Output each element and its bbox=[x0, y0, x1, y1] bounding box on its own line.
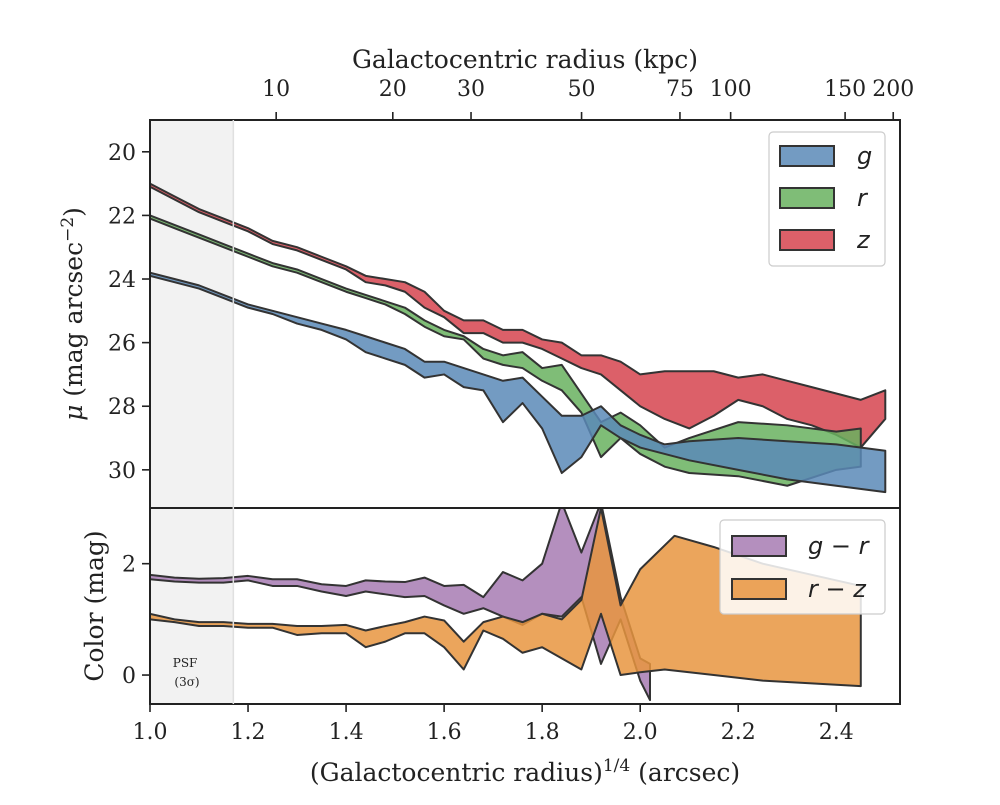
top-axis-tick-label: 75 bbox=[666, 77, 694, 102]
color-panel: 02 1.0 1.2 1.4 1.6 1.8 2.0 2.2 2.4 PSF (3σ) Col… bbox=[80, 507, 901, 787]
color-y-ticks: 02 bbox=[122, 553, 150, 689]
top-axis-tick-label: 20 bbox=[379, 77, 407, 102]
color-legend: g − r r − z bbox=[719, 519, 886, 615]
sb-legend-swatch-r bbox=[779, 187, 835, 209]
sb-top-ticks: 10 20 30 50 75 100 150 200 bbox=[262, 77, 914, 120]
sb-y-tick-label: 24 bbox=[108, 268, 136, 293]
x-tick-label: 1.0 bbox=[133, 720, 168, 745]
color-legend-swatch-rz bbox=[731, 578, 787, 600]
sb-y-axis-title-mu: μ bbox=[59, 405, 88, 421]
sb-y-tick-label: 26 bbox=[108, 332, 136, 357]
sb-legend-items: grz bbox=[779, 142, 872, 254]
sb-legend-label-z: z bbox=[856, 226, 871, 254]
sb-y-ticks: 20 22 24 26 28 30 bbox=[108, 141, 150, 484]
x-axis-title-exponent: 1/4 bbox=[603, 756, 630, 776]
sb-panel: 20 22 24 26 28 30 10 20 30 50 75 100 150 200 Galacto… bbox=[58, 45, 914, 509]
sb-y-tick-label: 30 bbox=[108, 459, 136, 484]
sb-y-axis-title-exponent: −2 bbox=[58, 217, 78, 242]
x-tick-label: 2.0 bbox=[623, 720, 658, 745]
color-x-ticks: 1.0 1.2 1.4 1.6 1.8 2.0 2.2 2.4 bbox=[133, 704, 854, 745]
top-axis-tick-label: 50 bbox=[568, 77, 596, 102]
color-y-tick-label: 2 bbox=[122, 553, 136, 578]
color-psf-region bbox=[150, 508, 234, 704]
sb-legend-label-r: r bbox=[857, 184, 869, 212]
x-tick-label: 1.6 bbox=[427, 720, 462, 745]
sb-y-tick-label: 20 bbox=[108, 141, 136, 166]
sb-y-axis-title-close: ) bbox=[59, 207, 88, 217]
top-axis-tick-label: 100 bbox=[710, 77, 752, 102]
sb-y-tick-label: 28 bbox=[108, 395, 136, 420]
color-plot-frame bbox=[149, 507, 901, 705]
x-axis-title-main: (Galactocentric radius) bbox=[310, 758, 603, 787]
sb-psf-region bbox=[150, 120, 234, 508]
sb-series-band bbox=[150, 271, 887, 494]
color-legend-items: g − r r − z bbox=[731, 532, 871, 603]
sb-series-band bbox=[150, 182, 887, 449]
sb-legend-label-g: g bbox=[857, 142, 872, 170]
sb-y-axis-title-units: (mag arcsec bbox=[59, 242, 88, 397]
sb-legend: grz bbox=[768, 131, 886, 267]
color-y-tick-label: 0 bbox=[122, 664, 136, 689]
top-axis-tick-label: 150 bbox=[824, 77, 866, 102]
color-y-axis-title: Color (mag) bbox=[80, 530, 109, 681]
psf-label: PSF (3σ) bbox=[173, 656, 201, 689]
color-series-band bbox=[150, 508, 862, 688]
color-series-layer bbox=[150, 508, 862, 702]
top-axis-tick-label: 30 bbox=[457, 77, 485, 102]
sb-y-axis-title: μ (mag arcsec−2) bbox=[58, 207, 88, 421]
x-tick-label: 2.2 bbox=[721, 720, 756, 745]
sb-series-layer bbox=[150, 182, 887, 494]
top-axis-tick-label: 10 bbox=[262, 77, 290, 102]
top-axis-title: Galactocentric radius (kpc) bbox=[352, 45, 698, 74]
x-tick-label: 1.8 bbox=[525, 720, 560, 745]
x-tick-label: 1.4 bbox=[329, 720, 364, 745]
sb-legend-swatch-g bbox=[779, 145, 835, 167]
sb-legend-swatch-z bbox=[779, 229, 835, 251]
color-legend-label-gr: g − r bbox=[808, 532, 871, 560]
sb-y-tick-label: 22 bbox=[108, 204, 136, 229]
color-legend-swatch-gr bbox=[731, 535, 787, 557]
x-axis-title-units: (arcsec) bbox=[630, 758, 740, 787]
x-tick-label: 2.4 bbox=[819, 720, 854, 745]
color-legend-label-rz: r − z bbox=[808, 575, 867, 603]
top-axis-tick-label: 200 bbox=[872, 77, 914, 102]
psf-label-line2: (3σ) bbox=[174, 675, 199, 689]
psf-label-line1: PSF bbox=[173, 656, 198, 670]
x-tick-label: 1.2 bbox=[231, 720, 266, 745]
x-axis-title: (Galactocentric radius)1/4 (arcsec) bbox=[310, 756, 740, 787]
